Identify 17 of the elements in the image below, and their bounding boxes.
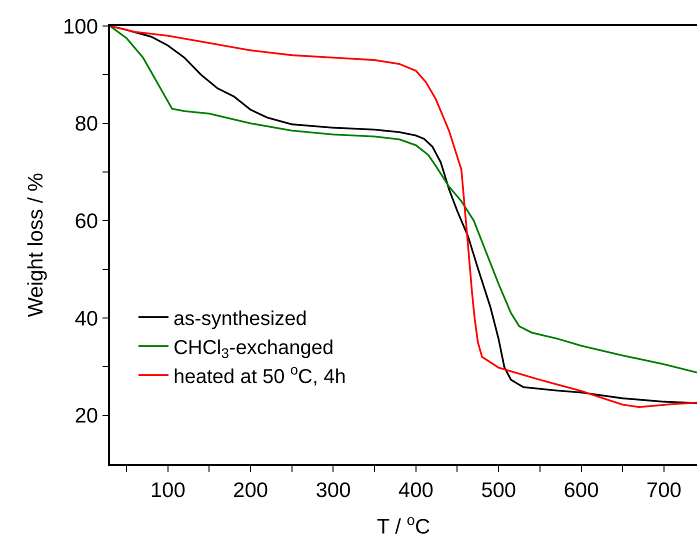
x-axis-title: T / $^{o}$C (376, 512, 430, 539)
x-tick-label: 400 (398, 478, 434, 502)
x-tick-label: 700 (646, 478, 682, 502)
y-tick-label: 20 (74, 404, 98, 428)
x-tick-label: 100 (150, 478, 186, 502)
x-tick-label: 200 (233, 478, 268, 502)
x-tick-label: 500 (481, 478, 516, 502)
legend-label: heated at 50 $^{o}$C, 4h (173, 361, 346, 388)
y-tick-label: 80 (74, 112, 98, 136)
y-tick-label: 40 (74, 307, 98, 330)
legend-label: CHCl$_{3}$-exchanged (173, 336, 334, 362)
y-tick-label: 60 (74, 210, 98, 234)
legend-label: as-synthesized (173, 308, 307, 330)
x-tick-label: 600 (564, 478, 599, 502)
y-tick-label: 100 (63, 15, 98, 38)
y-axis-title: Weight loss / % (24, 172, 48, 318)
x-tick-label: 300 (316, 478, 351, 502)
